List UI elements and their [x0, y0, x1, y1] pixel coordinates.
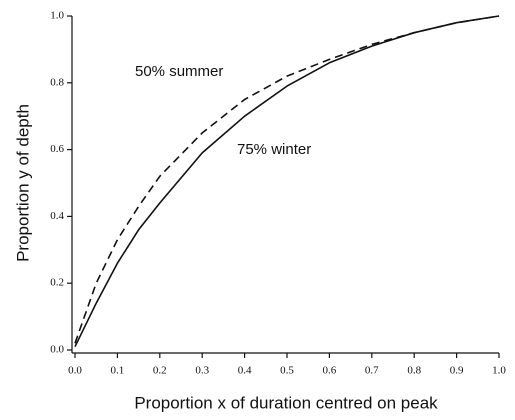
x-tick-label: 0.4 [238, 365, 252, 377]
x-tick-label: 0.7 [365, 365, 379, 377]
y-tick-label: 0.4 [50, 210, 64, 222]
series-label: 50% summer [135, 63, 223, 80]
y-tick-label: 0.8 [50, 76, 64, 88]
x-tick-label: 0.5 [280, 365, 294, 377]
x-tick-label: 0.0 [68, 365, 82, 377]
series-line [74, 15, 500, 348]
y-axis-label: Proportion y of depth [13, 104, 32, 262]
y-tick-label: 1.0 [50, 10, 64, 22]
x-axis-label: Proportion x of duration centred on peak [134, 393, 438, 412]
y-tick-label: 0.6 [50, 143, 64, 155]
series-label: 75% winter [237, 141, 311, 158]
y-tick-label: 0.0 [50, 344, 64, 356]
x-tick-label: 0.2 [153, 365, 167, 377]
x-tick-label: 0.6 [323, 365, 337, 377]
x-tick-label: 1.0 [492, 365, 506, 377]
x-tick-label: 0.3 [195, 365, 209, 377]
x-tick-label: 0.9 [450, 365, 464, 377]
x-tick-label: 0.8 [407, 365, 421, 377]
y-tick-label: 0.2 [50, 277, 64, 289]
x-tick-label: 0.1 [111, 365, 125, 377]
